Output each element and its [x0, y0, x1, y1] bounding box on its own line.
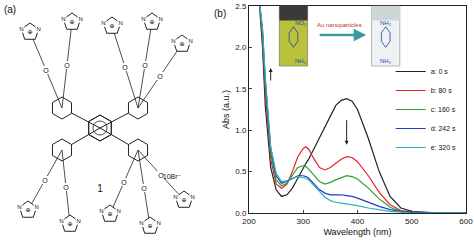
svg-text:N: N [59, 218, 63, 224]
svg-text:O: O [122, 64, 128, 71]
svg-text:N: N [156, 220, 160, 226]
svg-text:a: 0 s: a: 0 s [431, 68, 449, 75]
svg-text:O: O [42, 177, 48, 184]
svg-text:300: 300 [297, 217, 311, 226]
svg-text:⊕: ⊕ [149, 19, 154, 25]
svg-text:1.0: 1.0 [235, 126, 247, 135]
svg-text:N: N [101, 20, 105, 26]
svg-text:O: O [142, 62, 148, 69]
svg-text:Au nanoparticles: Au nanoparticles [317, 22, 362, 28]
svg-text:600: 600 [459, 217, 473, 226]
svg-text:N: N [171, 38, 175, 44]
svg-text:NH₂: NH₂ [295, 58, 307, 64]
svg-text:N: N [190, 194, 194, 200]
svg-text:d: 242 s: d: 242 s [431, 125, 456, 132]
svg-text:10Br⁻: 10Br⁻ [163, 173, 182, 180]
svg-text:Wavelength (nm): Wavelength (nm) [323, 227, 391, 237]
svg-text:O: O [157, 73, 163, 80]
svg-text:NH₂: NH₂ [380, 58, 392, 64]
svg-text:1.5: 1.5 [235, 85, 247, 94]
svg-text:N: N [99, 208, 103, 214]
svg-text:N: N [116, 208, 120, 214]
svg-text:⊕: ⊕ [179, 41, 184, 47]
svg-text:(b): (b) [214, 8, 226, 19]
svg-text:O: O [64, 62, 70, 69]
svg-text:500: 500 [405, 217, 419, 226]
svg-text:2.5: 2.5 [235, 2, 247, 11]
svg-text:N: N [34, 204, 38, 210]
svg-text:NH₂: NH₂ [380, 20, 392, 26]
svg-text:⊕: ⊕ [25, 207, 30, 213]
svg-text:⊕: ⊕ [27, 29, 32, 35]
svg-text:⊕: ⊕ [181, 197, 186, 203]
svg-text:0.5: 0.5 [235, 167, 247, 176]
svg-text:N: N [188, 38, 192, 44]
svg-text:⊕: ⊕ [69, 19, 74, 25]
svg-text:N: N [139, 220, 143, 226]
svg-text:O: O [63, 184, 69, 191]
svg-text:200: 200 [242, 217, 256, 226]
svg-text:b: 80 s: b: 80 s [431, 87, 453, 94]
svg-text:e: 320 s: e: 320 s [431, 144, 456, 151]
svg-text:N: N [61, 16, 65, 22]
svg-text:N: N [118, 20, 122, 26]
svg-text:O: O [121, 179, 127, 186]
svg-text:N: N [173, 194, 177, 200]
svg-text:⊕: ⊕ [147, 223, 152, 229]
svg-text:N: N [158, 16, 162, 22]
svg-text:0.0: 0.0 [235, 209, 247, 218]
svg-text:c: 160 s: c: 160 s [431, 106, 456, 113]
svg-text:NO₂: NO₂ [295, 20, 307, 26]
svg-text:1: 1 [97, 183, 103, 194]
svg-text:N: N [76, 218, 80, 224]
svg-text:(a): (a) [4, 4, 16, 15]
svg-text:Abs (a.u.): Abs (a.u.) [221, 90, 231, 129]
svg-text:⊕: ⊕ [107, 211, 112, 217]
svg-text:N: N [78, 16, 82, 22]
svg-text:⊕: ⊕ [109, 23, 114, 29]
svg-text:N: N [17, 204, 21, 210]
svg-text:O: O [43, 67, 49, 74]
svg-text:O: O [141, 185, 147, 192]
svg-text:O: O [158, 171, 164, 179]
svg-text:2.0: 2.0 [235, 43, 247, 52]
svg-text:400: 400 [351, 217, 365, 226]
svg-text:N: N [36, 26, 40, 32]
svg-text:⊕: ⊕ [67, 221, 72, 227]
svg-text:N: N [141, 16, 145, 22]
svg-text:N: N [19, 26, 23, 32]
